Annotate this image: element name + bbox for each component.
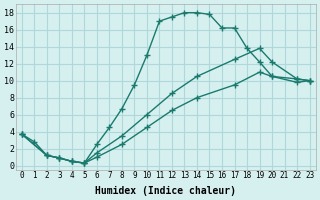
X-axis label: Humidex (Indice chaleur): Humidex (Indice chaleur) <box>95 186 236 196</box>
